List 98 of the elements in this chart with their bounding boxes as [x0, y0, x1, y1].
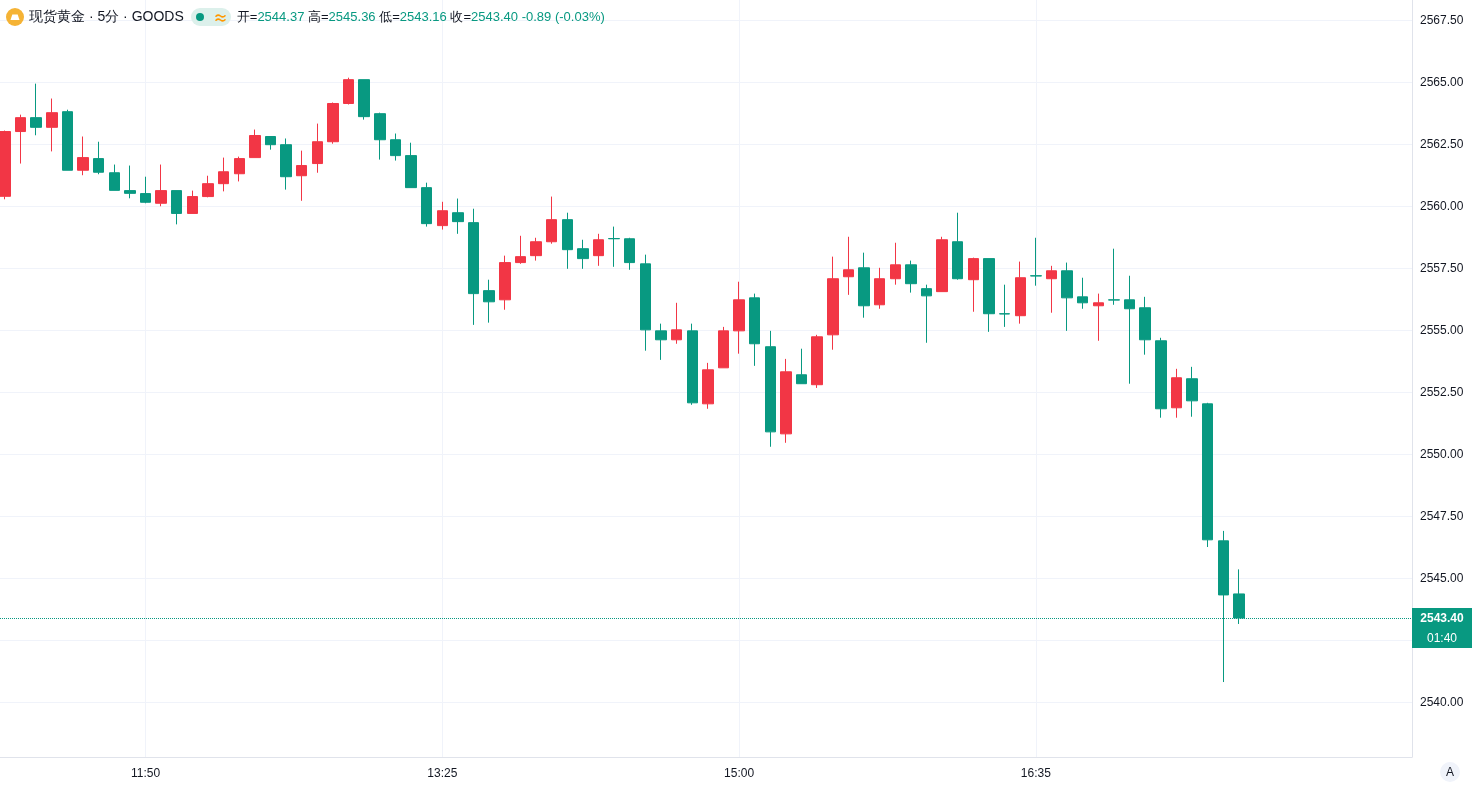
candlestick [1139, 296, 1151, 356]
candlestick [921, 284, 932, 344]
text: 01:40 [1426, 630, 1458, 647]
candlestick [218, 157, 229, 192]
candlestick [624, 237, 635, 271]
candlestick [468, 208, 479, 326]
candlestick [1093, 293, 1104, 342]
y-tick-label: 2567.50 [1420, 12, 1464, 27]
y-tick-label: 2562.50 [1420, 136, 1464, 151]
candlestick [1124, 275, 1135, 385]
candlestick [46, 98, 58, 152]
candlestick [155, 164, 167, 207]
candlestick [249, 129, 261, 159]
x-tick-label: 11:50 [130, 766, 161, 780]
candlestick [62, 109, 73, 171]
candlestick [390, 133, 401, 162]
candlestick [1155, 337, 1167, 419]
candlestick [905, 260, 917, 294]
candlestick [405, 142, 417, 189]
candlestick [687, 323, 698, 406]
candlestick [109, 164, 120, 191]
candlestick [93, 141, 104, 175]
candlestick [593, 233, 604, 267]
candlestick [187, 190, 198, 214]
candlestick [562, 212, 573, 270]
x-tick-label: 15:00 [724, 766, 755, 780]
candlestick [780, 358, 792, 444]
y-tick-label: 2550.00 [1420, 447, 1464, 462]
text: 开=2544.37 高=2545.36 低=2543.16 收=2543.40 -0.89 (-0.03%) [236, 9, 605, 24]
y-tick-label: 2540.00 [1420, 695, 1464, 710]
candlestick [515, 235, 526, 265]
candlestick [421, 182, 432, 228]
candlestick [171, 190, 182, 225]
candlestick [1202, 402, 1213, 548]
candlestick [1030, 237, 1042, 287]
candlestick [733, 281, 745, 355]
candlestick [749, 293, 760, 367]
candlestick [765, 330, 776, 448]
candlestick [936, 236, 948, 293]
ref-line-label: 2543.40 [1419, 610, 1465, 627]
candlestick [327, 102, 339, 145]
candlestick [483, 279, 495, 324]
candlestick [452, 198, 464, 235]
candlestick [358, 79, 370, 121]
candlestick [796, 348, 807, 385]
y-tick-label: 2547.50 [1420, 509, 1464, 524]
candlestick [124, 165, 136, 199]
text: 现货黄金 · 5分 · GOODS [29, 8, 184, 26]
candlestick [671, 302, 682, 345]
candlestick [968, 257, 979, 313]
candlestick [1015, 261, 1026, 325]
y-tick-label: 2545.00 [1420, 571, 1464, 586]
candlestick [140, 176, 151, 204]
y-tick-label: 2560.00 [1420, 199, 1464, 213]
candlestick [296, 150, 307, 202]
candlestick [655, 323, 667, 361]
candlestick [640, 254, 651, 352]
round-button: A [1440, 762, 1460, 782]
candlestick [702, 362, 714, 410]
y-tick-label: 2555.00 [1420, 323, 1464, 338]
candlestick [280, 137, 292, 191]
candlestick [608, 226, 620, 268]
candlestick [1171, 368, 1182, 419]
candlestick [952, 212, 963, 281]
candlestick [0, 130, 11, 200]
candlestick [718, 326, 729, 369]
candlestick [890, 242, 901, 286]
candlestick [999, 284, 1010, 328]
candlestick [1046, 265, 1057, 314]
candlestick [827, 256, 839, 351]
y-tick-label: 2565.00 [1420, 74, 1464, 89]
y-tick-label: 2552.50 [1420, 385, 1464, 400]
candlestick [874, 267, 885, 310]
candlestick [1061, 262, 1073, 332]
candlestick [1108, 248, 1120, 306]
candlestick [546, 196, 557, 245]
candlestick [577, 239, 589, 270]
candlestick [1077, 277, 1088, 310]
candlestick [811, 334, 823, 389]
candlestick [343, 77, 354, 105]
candlestick [843, 236, 854, 296]
y-tick-label: 2557.50 [1420, 261, 1464, 276]
candlestick [530, 237, 542, 262]
candlestick [202, 175, 214, 198]
x-tick-label: 16:35 [1020, 766, 1052, 780]
candlestick [499, 255, 511, 311]
candlestick [374, 112, 386, 161]
candlestick [265, 136, 276, 151]
candlestick [1186, 366, 1198, 418]
x-tick-label: 13:25 [427, 766, 458, 780]
candlestick [77, 136, 89, 176]
candlestick [15, 114, 26, 165]
candlestick [234, 156, 245, 182]
candlestick [30, 83, 42, 136]
candlestick [437, 201, 448, 231]
candlestick [312, 123, 323, 174]
candlestick [858, 252, 870, 319]
candlestick [983, 258, 995, 333]
